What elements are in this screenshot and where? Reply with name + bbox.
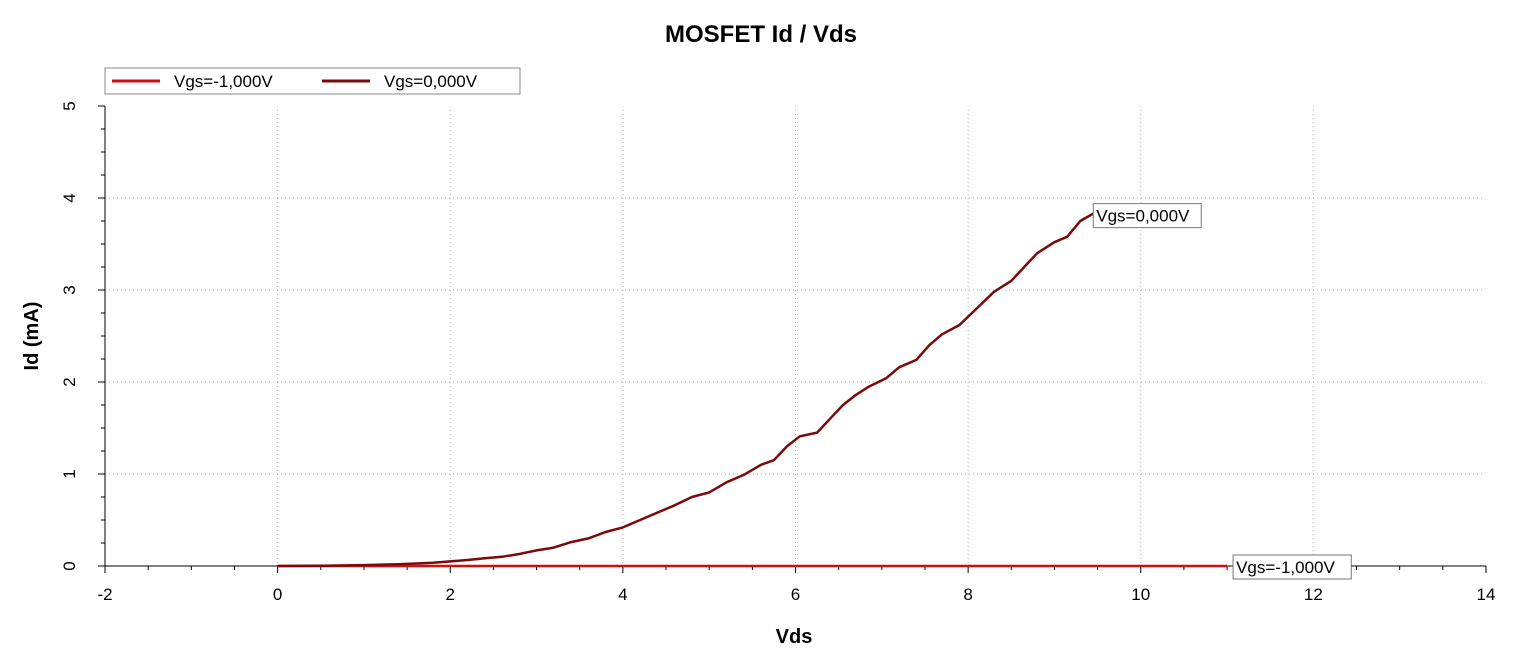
data-point	[1053, 241, 1056, 243]
data-point	[363, 564, 365, 566]
data-point	[639, 519, 641, 521]
y-tick-label: 0	[60, 561, 79, 570]
data-point	[885, 377, 887, 380]
data-point	[518, 553, 521, 555]
data-point	[587, 537, 590, 540]
data-point	[622, 565, 624, 567]
data-point	[673, 504, 676, 507]
data-point	[535, 549, 538, 552]
y-tick-label: 1	[60, 469, 79, 478]
y-tick-label: 2	[60, 377, 79, 386]
data-point	[816, 431, 818, 434]
y-tick-label: 4	[60, 193, 79, 202]
data-point	[1010, 280, 1013, 282]
legend: Vgs=-1,000V Vgs=0,000V	[104, 67, 521, 95]
data-point	[855, 394, 857, 396]
data-point	[958, 324, 961, 326]
x-tick-label: -2	[97, 585, 112, 604]
data-point	[1066, 235, 1069, 238]
data-point	[553, 546, 555, 549]
data-point	[432, 562, 434, 564]
data-point	[1036, 252, 1038, 254]
data-point	[449, 560, 452, 563]
legend-label-2: Vgs=0,000V	[384, 72, 478, 91]
data-point	[397, 563, 400, 565]
annotation-box	[1232, 554, 1352, 580]
data-point	[708, 491, 710, 494]
data-point	[760, 464, 762, 466]
data-point	[976, 307, 978, 310]
data-point	[1226, 565, 1228, 567]
annotation-label: Vgs=-1,000V	[1236, 558, 1335, 577]
data-point	[794, 565, 797, 567]
series-layer	[276, 212, 1228, 568]
y-axis-title: Id (mA)	[21, 302, 43, 371]
data-point	[773, 459, 775, 462]
legend-box	[104, 67, 521, 95]
y-tick-label: 3	[60, 285, 79, 294]
x-axis-title: Vds	[776, 626, 813, 648]
data-point	[829, 418, 831, 420]
data-point	[484, 557, 486, 559]
data-point	[622, 526, 624, 529]
grid	[105, 105, 1487, 566]
data-point	[742, 474, 745, 476]
data-point	[656, 511, 659, 514]
annotation-label: Vgs=0,000V	[1096, 207, 1190, 226]
data-point	[868, 385, 870, 388]
data-point	[941, 333, 943, 336]
annotations: Vgs=0,000V Vgs=-1,000V	[1092, 203, 1352, 580]
data-point	[449, 565, 452, 567]
x-tick-label: 4	[618, 585, 627, 604]
data-point	[786, 445, 788, 448]
x-tick-label: 10	[1131, 585, 1150, 604]
data-point	[1079, 220, 1082, 222]
data-point	[320, 564, 322, 567]
data-point	[1023, 266, 1025, 268]
annotation-box	[1092, 203, 1202, 229]
x-tick-label: 0	[273, 585, 282, 604]
data-point	[898, 366, 900, 369]
series-line-2	[277, 212, 1094, 568]
data-point	[466, 559, 469, 561]
x-tick-label: 14	[1477, 585, 1496, 604]
x-tick-label: 2	[446, 585, 455, 604]
data-point	[842, 404, 844, 406]
x-tick-label: 12	[1304, 585, 1323, 604]
data-point	[501, 556, 503, 558]
data-point	[915, 359, 918, 361]
y-tick-label: 5	[60, 101, 79, 110]
data-point	[799, 435, 801, 438]
x-tick-label: 6	[791, 585, 800, 604]
legend-label-1: Vgs=-1,000V	[174, 72, 273, 91]
data-point	[725, 481, 728, 484]
chart-title: MOSFET Id / Vds	[665, 21, 857, 48]
data-point	[1140, 565, 1142, 567]
data-point	[993, 291, 995, 293]
data-point	[928, 344, 931, 347]
data-point	[604, 531, 607, 533]
data-point	[967, 565, 969, 567]
x-tick-label: 8	[963, 585, 972, 604]
data-point	[691, 496, 693, 498]
data-point	[570, 541, 572, 543]
data-point	[276, 565, 279, 567]
